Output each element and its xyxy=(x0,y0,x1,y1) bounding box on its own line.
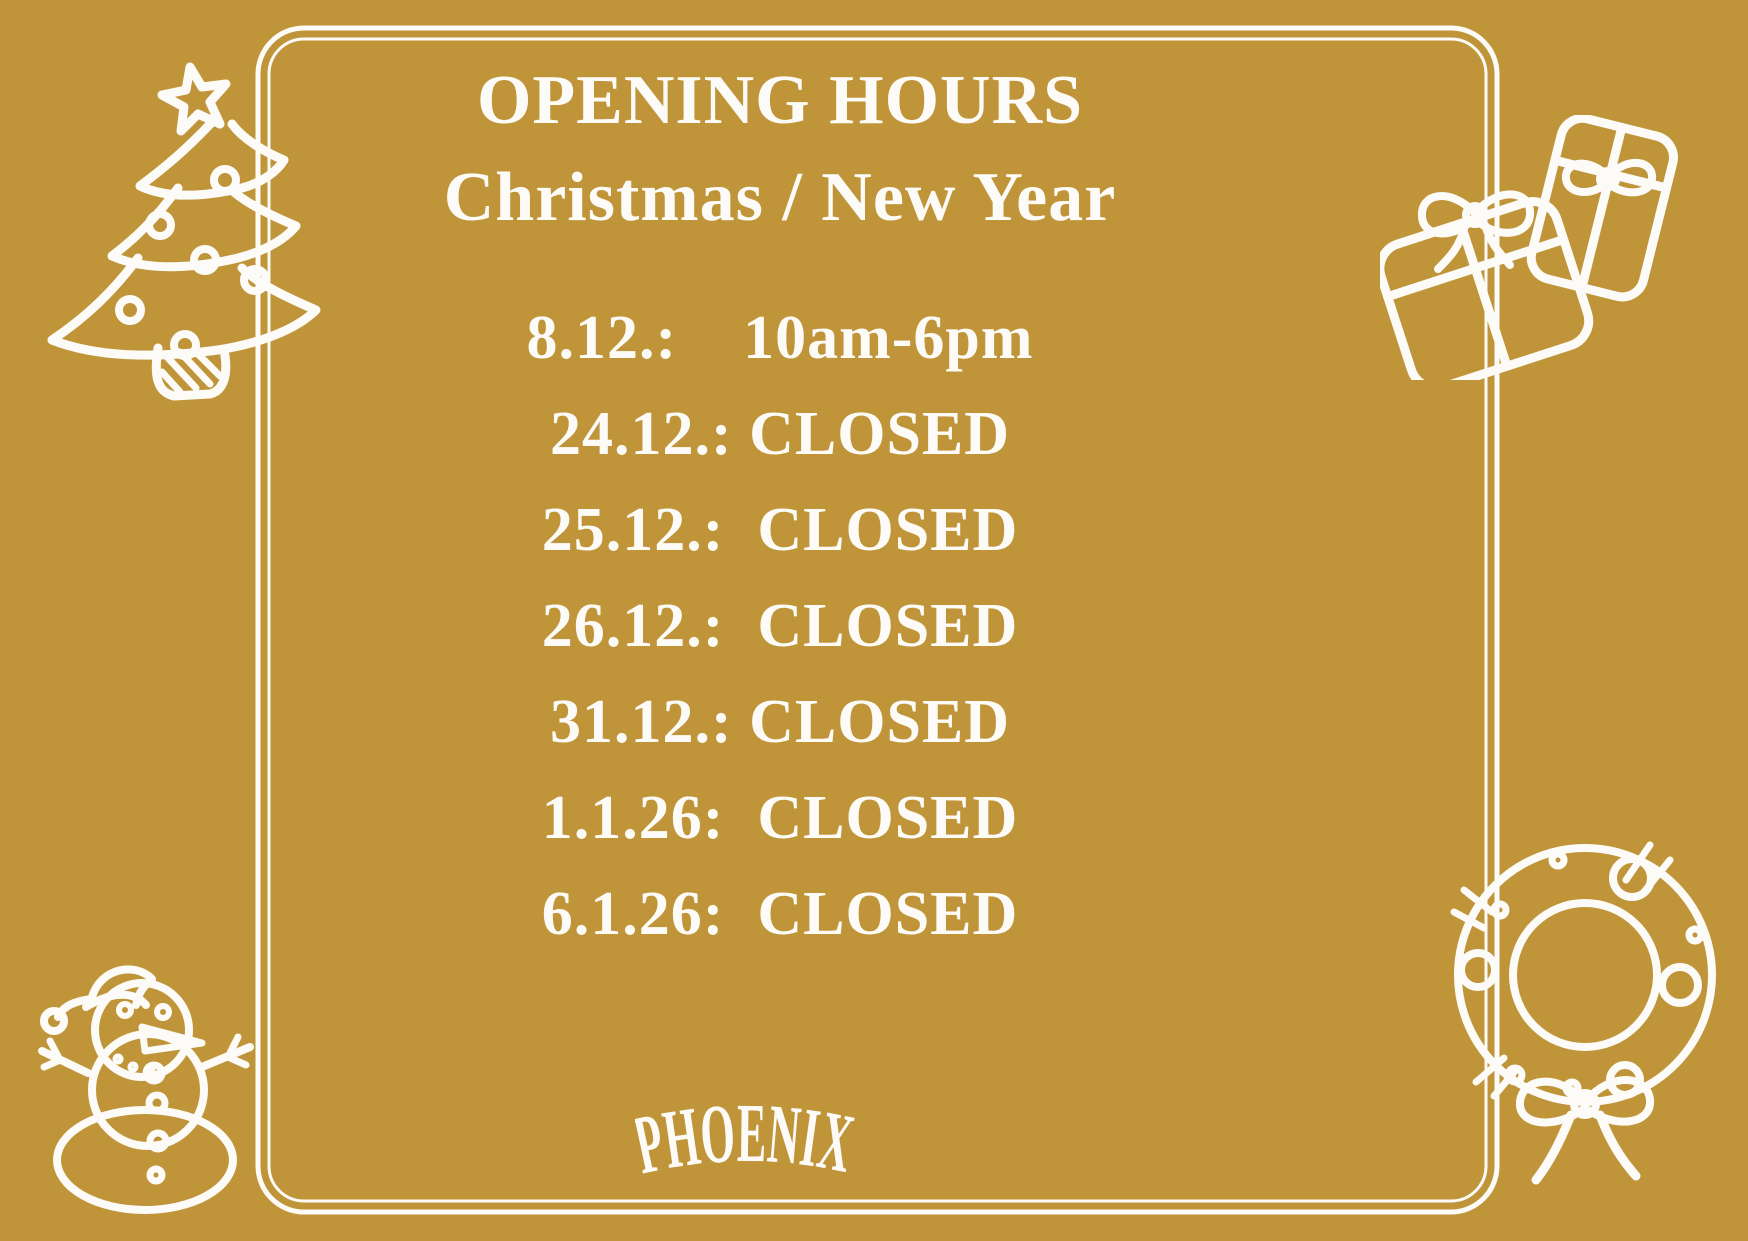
brand-wordmark: PHOENIX xyxy=(635,1088,859,1192)
title-line-1: OPENING HOURS xyxy=(476,62,1084,139)
brand-logo: PHOENIX xyxy=(635,1088,859,1192)
hours-line: 24.12.: CLOSED xyxy=(549,400,1011,468)
hours-line: 26.12.: CLOSED xyxy=(541,592,1019,660)
poster-title: OPENING HOURS Christmas / New Year xyxy=(0,0,1560,246)
hours-line: 1.1.26: CLOSED xyxy=(541,784,1019,852)
hours-line: 6.1.26: CLOSED xyxy=(541,880,1019,948)
wreath-icon xyxy=(1450,841,1716,1185)
poster-content: OPENING HOURS Christmas / New Year 8.12.… xyxy=(0,0,1560,962)
gift-boxes-icon xyxy=(1380,115,1678,380)
hours-line: 8.12.: 10am-6pm xyxy=(526,304,1034,372)
hours-list: 8.12.: 10am-6pm 24.12.: CLOSED 25.12.: C… xyxy=(0,290,1560,962)
hours-line: 31.12.: CLOSED xyxy=(549,688,1011,756)
christmas-tree-icon xyxy=(47,62,321,401)
svg-text:PHOENIX: PHOENIX xyxy=(635,1088,859,1192)
hours-line: 25.12.: CLOSED xyxy=(541,496,1019,564)
snowman-icon xyxy=(38,965,254,1214)
title-line-2: Christmas / New Year xyxy=(443,159,1117,236)
